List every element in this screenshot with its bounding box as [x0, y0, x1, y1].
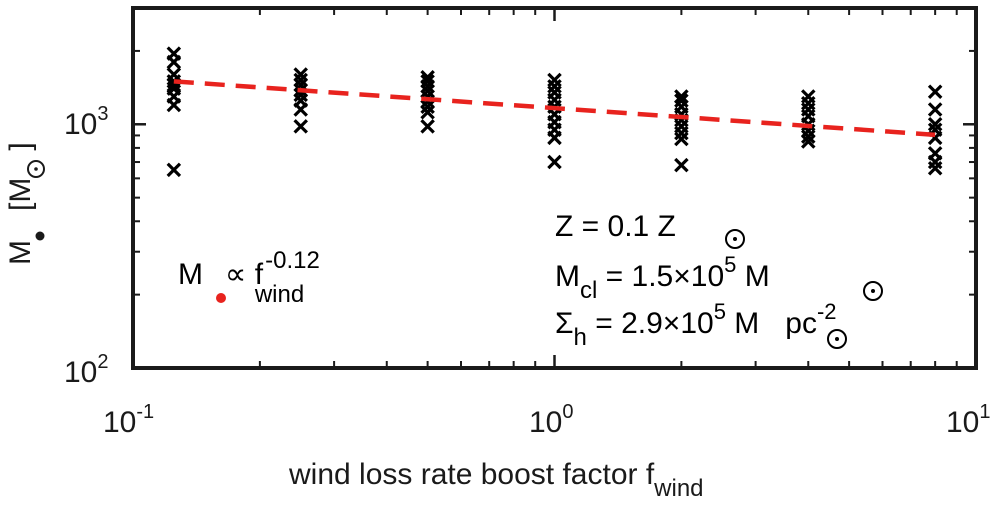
- svg-text:Mcl = 1.5×105 M: Mcl = 1.5×105 M: [555, 252, 770, 304]
- data-point: [420, 119, 435, 134]
- data-point: [801, 134, 816, 149]
- data-point: [166, 162, 182, 178]
- x-tick-label: 100: [529, 401, 574, 439]
- powerlaw-annotation: M ∝ f-0.12 wind: [178, 247, 320, 308]
- data-point: [674, 89, 689, 104]
- sun-symbol: [725, 229, 745, 249]
- data-point: [927, 102, 943, 117]
- y-tick-label: 103: [64, 103, 109, 141]
- data-point: [547, 154, 562, 170]
- bh-dot: [216, 293, 226, 303]
- data-point: [420, 69, 435, 85]
- bh-dot: [35, 231, 45, 241]
- data-point: [293, 102, 308, 117]
- fit-layer: [173, 79, 936, 138]
- data-point: [420, 105, 435, 120]
- svg-text:M[M]: M[M]: [4, 142, 37, 265]
- fit-line: [173, 79, 936, 138]
- data-point: [674, 157, 689, 173]
- data-point: [547, 130, 562, 146]
- x-tick-labels: 10-1 100 101: [103, 401, 991, 439]
- sun-symbol: [863, 281, 883, 301]
- params-annotation: Z = 0.1 Z Mcl = 1.5×105 M Σh = 2.9×105 M…: [555, 210, 883, 351]
- y-axis-label: M[M]: [4, 142, 45, 265]
- x-axis-label: wind loss rate boost factor fwind: [288, 458, 704, 502]
- data-point: [166, 97, 182, 113]
- sun-symbol: [827, 329, 847, 349]
- y-tick-labels: 102 103: [64, 103, 109, 389]
- plot-frame: [131, 6, 978, 370]
- data-points: [166, 46, 943, 178]
- data-point: [927, 84, 943, 99]
- sun-symbol: [27, 160, 45, 178]
- data-point: [293, 119, 308, 134]
- svg-text:Z = 0.1 Z: Z = 0.1 Z: [555, 210, 676, 243]
- x-tick-label: 10-1: [103, 401, 154, 439]
- svg-text:Σh = 2.9×105 Mpc-2: Σh = 2.9×105 Mpc-2: [555, 299, 837, 351]
- x-tick-label: 101: [946, 401, 991, 439]
- data-point: [927, 161, 943, 176]
- data-point: [674, 131, 689, 147]
- data-point: [166, 54, 182, 70]
- y-tick-label: 102: [64, 351, 109, 389]
